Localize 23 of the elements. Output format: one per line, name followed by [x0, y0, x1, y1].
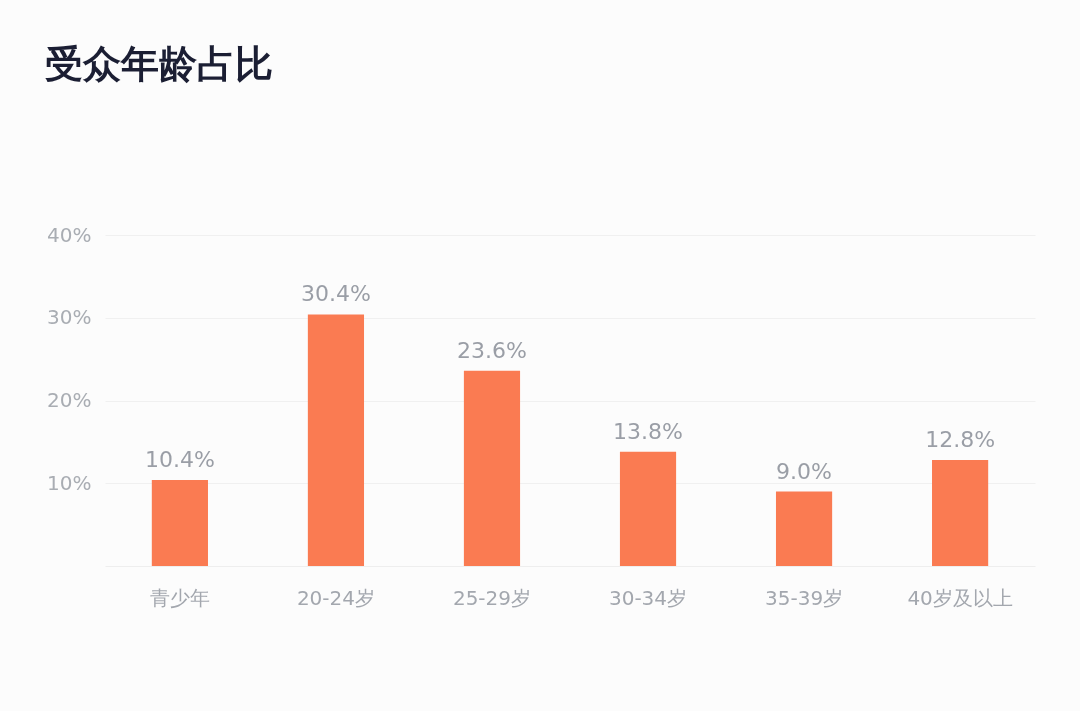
- bar: [775, 491, 833, 566]
- data-label: 30.4%: [300, 281, 371, 307]
- y-tick-label: 40%: [47, 222, 92, 247]
- data-label: 9.0%: [776, 458, 833, 484]
- x-tick-label: 25-29岁: [452, 585, 532, 610]
- y-tick-label: 30%: [47, 305, 92, 330]
- x-tick-label: 青少年: [149, 585, 210, 610]
- bar: [619, 451, 677, 566]
- data-label: 23.6%: [457, 337, 527, 363]
- data-label: 13.8%: [613, 418, 683, 444]
- data-label: 10.4%: [144, 446, 215, 472]
- data-label: 12.8%: [925, 427, 996, 453]
- y-tick-label: 10%: [47, 470, 92, 495]
- x-tick-label: 40岁及以上: [907, 585, 1013, 610]
- y-tick-label: 20%: [47, 388, 92, 412]
- bar: [463, 370, 521, 566]
- x-tick-label: 30-34岁: [608, 585, 688, 610]
- bar: [307, 314, 365, 566]
- x-tick-label: 20-24岁: [296, 585, 375, 610]
- chart-title: 受众年龄占比: [45, 42, 273, 86]
- bar: [932, 460, 989, 566]
- bar: [151, 479, 208, 566]
- x-tick-label: 35-39岁: [765, 585, 844, 610]
